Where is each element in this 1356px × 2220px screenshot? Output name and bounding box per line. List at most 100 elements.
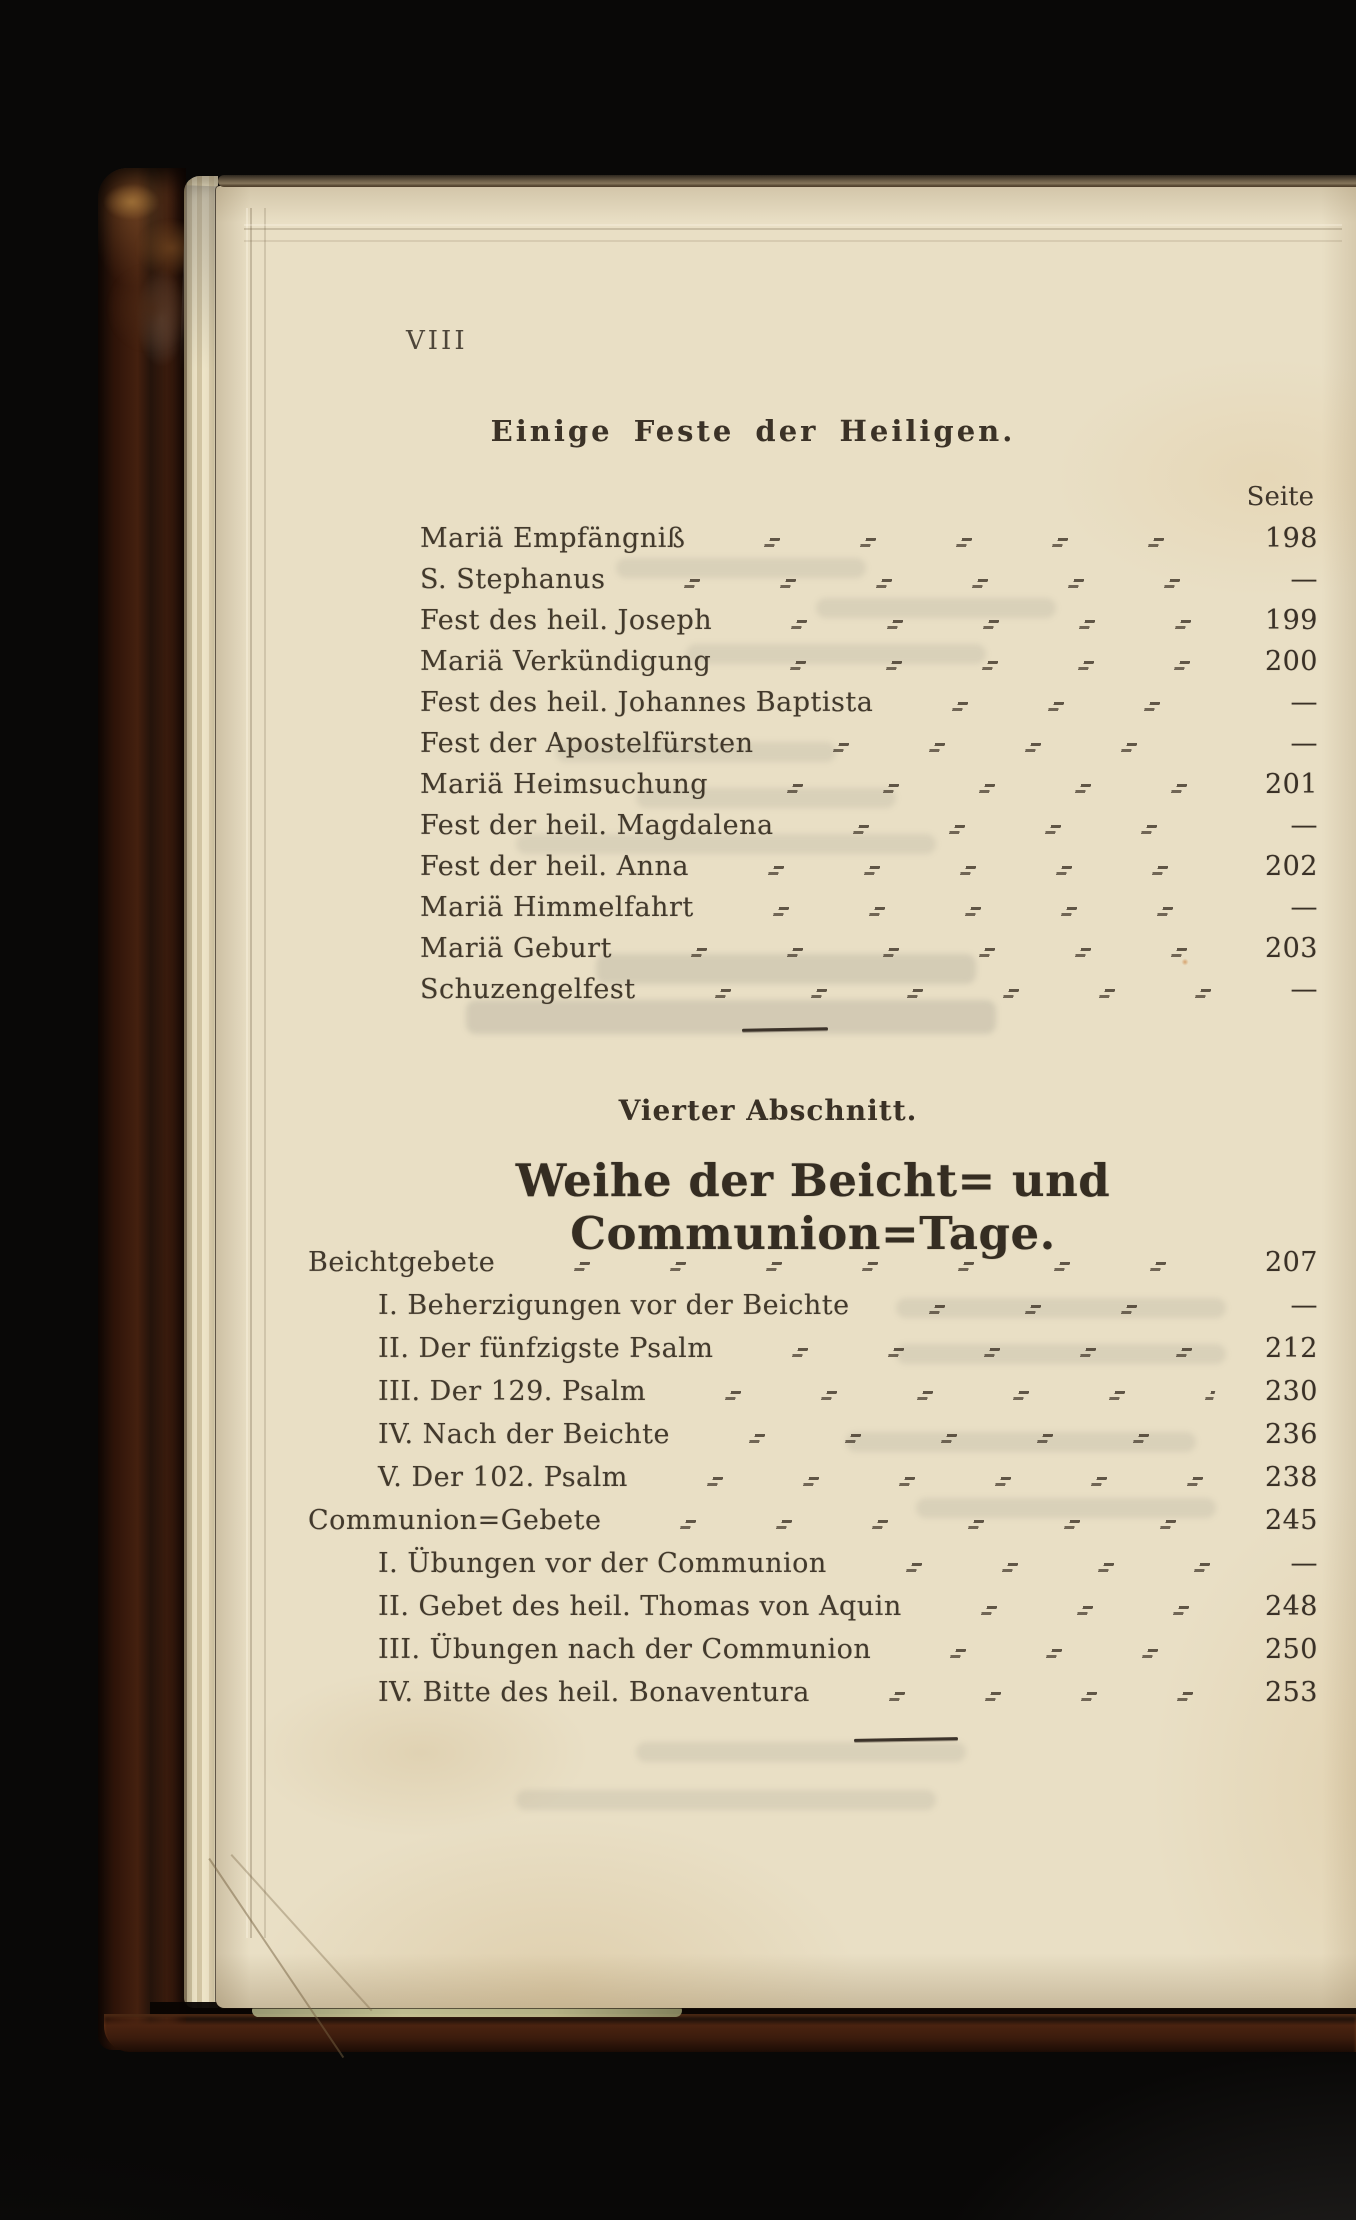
toc-entry-label: Mariä Verkündigung: [420, 646, 712, 677]
toc-entry-label: III. Übungen nach der Communion: [378, 1634, 872, 1665]
bleedthrough-mark: [466, 1000, 996, 1034]
toc-row: Mariä Geburt 203: [308, 928, 1318, 969]
toc-leader: [794, 823, 1216, 836]
toc-page-number: 212: [1264, 1333, 1318, 1364]
toc-page-number: 245: [1264, 1505, 1318, 1536]
toc-row: Fest der heil. Anna 202: [308, 846, 1318, 887]
toc-page-number: 199: [1264, 605, 1318, 636]
section-heading: Einige Feste der Heiligen.: [490, 414, 1016, 448]
toc-row: IV. Bitte des heil. Bonaventura 253: [308, 1671, 1318, 1714]
toc-leader: [847, 1561, 1216, 1574]
toc-leader: [830, 1690, 1216, 1703]
toc-row: Beichtgebete 207: [308, 1241, 1318, 1284]
bleedthrough-mark: [556, 742, 836, 762]
page-column-label: Seite: [1246, 482, 1314, 512]
toc-page-number: 203: [1264, 933, 1318, 964]
bleedthrough-mark: [596, 954, 976, 984]
page-stack-edge: [184, 176, 218, 2008]
toc-entry-label: I. Übungen vor der Communion: [378, 1548, 827, 1579]
toc-leader: [656, 987, 1216, 1000]
toc-page-number: —: [1290, 564, 1318, 595]
toc-row: V. Der 102. Psalm 238: [308, 1456, 1318, 1499]
toc-row: Communion=Gebete 245: [308, 1499, 1318, 1542]
toc-leader: [774, 741, 1216, 754]
book-cover-left: [98, 168, 186, 2050]
toc-page-number: —: [1290, 974, 1318, 1005]
toc-entry-label: IV. Nach der Beichte: [378, 1419, 670, 1450]
toc-page-number: 201: [1264, 769, 1318, 800]
book-cover-bottom: [104, 2014, 1356, 2052]
toc-leader: [870, 1303, 1216, 1316]
folio-number: VIII: [406, 326, 468, 356]
toc-row: Schuzengelfest —: [308, 969, 1318, 1010]
toc-leader: [621, 1518, 1216, 1531]
toc-row: S. Stephanus —: [308, 559, 1318, 600]
toc-leader: [625, 577, 1216, 590]
toc-row: I. Übungen vor der Communion —: [308, 1542, 1318, 1585]
toc-page-number: 198: [1264, 523, 1318, 554]
toc-row: Fest des heil. Joseph 199: [308, 600, 1318, 641]
toc-leader: [515, 1260, 1216, 1273]
bleedthrough-mark: [686, 644, 986, 664]
toc-leader: [733, 1346, 1216, 1359]
toc-entry-label: II. Gebet des heil. Thomas von Aquin: [378, 1591, 902, 1622]
toc-page-number: —: [1290, 810, 1318, 841]
toc-leader: [714, 905, 1216, 918]
toc-page-number: —: [1290, 728, 1318, 759]
toc-row: Mariä Empfängniß 198: [308, 518, 1318, 559]
toc-row: Fest der heil. Magdalena —: [308, 805, 1318, 846]
toc-page-number: 202: [1264, 851, 1318, 882]
toc-page-number: 248: [1264, 1591, 1318, 1622]
toc-leader: [731, 659, 1216, 672]
toc-page-number: —: [1290, 1290, 1318, 1321]
toc-page-number: 236: [1264, 1419, 1318, 1450]
toc-leader: [666, 1389, 1216, 1402]
toc-row: II. Gebet des heil. Thomas von Aquin 248: [308, 1585, 1318, 1628]
toc-entry-label: II. Der fünfzigste Psalm: [378, 1333, 714, 1364]
toc-leader: [705, 536, 1216, 549]
toc-row: Mariä Himmelfahrt —: [308, 887, 1318, 928]
toc-leader: [893, 700, 1216, 713]
bleedthrough-mark: [816, 598, 1056, 618]
bleedthrough-mark: [616, 558, 866, 578]
toc-page-number: 200: [1264, 646, 1318, 677]
toc-entry-label: Beichtgebete: [308, 1247, 496, 1278]
toc-entry-label: Fest der heil. Anna: [420, 851, 689, 882]
toc-page-number: —: [1290, 892, 1318, 923]
toc-list-confession-communion: Beichtgebete 207 I. Beherzigungen vor der…: [308, 1241, 1318, 1714]
toc-page-number: —: [1290, 687, 1318, 718]
toc-page-number: 250: [1264, 1634, 1318, 1665]
toc-entry-label: Fest des heil. Joseph: [420, 605, 713, 636]
toc-entry-label: Mariä Heimsuchung: [420, 769, 709, 800]
toc-entry-label: Fest des heil. Johannes Baptista: [420, 687, 874, 718]
toc-entry-label: Fest der Apostelfürsten: [420, 728, 754, 759]
toc-row: Mariä Heimsuchung 201: [308, 764, 1318, 805]
toc-leader: [922, 1604, 1216, 1617]
toc-leader: [690, 1432, 1216, 1445]
bleedthrough-mark: [636, 1742, 966, 1762]
toc-entry-label: III. Der 129. Psalm: [378, 1376, 647, 1407]
toc-entry-label: IV. Bitte des heil. Bonaventura: [378, 1677, 810, 1708]
section-title: Weihe der Beicht= und Communion=Tage.: [515, 1154, 1111, 1260]
toc-entry-label: S. Stephanus: [420, 564, 606, 595]
toc-entry-label: Mariä Himmelfahrt: [420, 892, 694, 923]
toc-entry-label: Mariä Empfängniß: [420, 523, 686, 554]
toc-entry-label: Mariä Geburt: [420, 933, 612, 964]
toc-page-number: 230: [1264, 1376, 1318, 1407]
toc-row: III. Übungen nach der Communion 250: [308, 1628, 1318, 1671]
toc-page-number: 253: [1264, 1677, 1318, 1708]
turn-in-crease-horizontal: [244, 228, 1342, 230]
toc-list-saints: Mariä Empfängniß 198 S. Stephanus — Fest d…: [308, 518, 1318, 1010]
toc-entry-label: Communion=Gebete: [308, 1505, 602, 1536]
toc-page-number: —: [1290, 1548, 1318, 1579]
bleedthrough-mark: [516, 1790, 936, 1810]
toc-entry-label: I. Beherzigungen vor der Beichte: [378, 1290, 850, 1321]
toc-entry-label: V. Der 102. Psalm: [378, 1462, 628, 1493]
toc-page-number: 207: [1264, 1247, 1318, 1278]
book-page: VIII Einige Feste der Heiligen. Seite Ma…: [208, 175, 1356, 2059]
toc-row: IV. Nach der Beichte 236: [308, 1413, 1318, 1456]
toc-leader: [632, 946, 1216, 959]
bleedthrough-mark: [916, 1498, 1216, 1518]
toc-entry-label: Schuzengelfest: [420, 974, 636, 1005]
toc-row: II. Der fünfzigste Psalm 212: [308, 1327, 1318, 1370]
